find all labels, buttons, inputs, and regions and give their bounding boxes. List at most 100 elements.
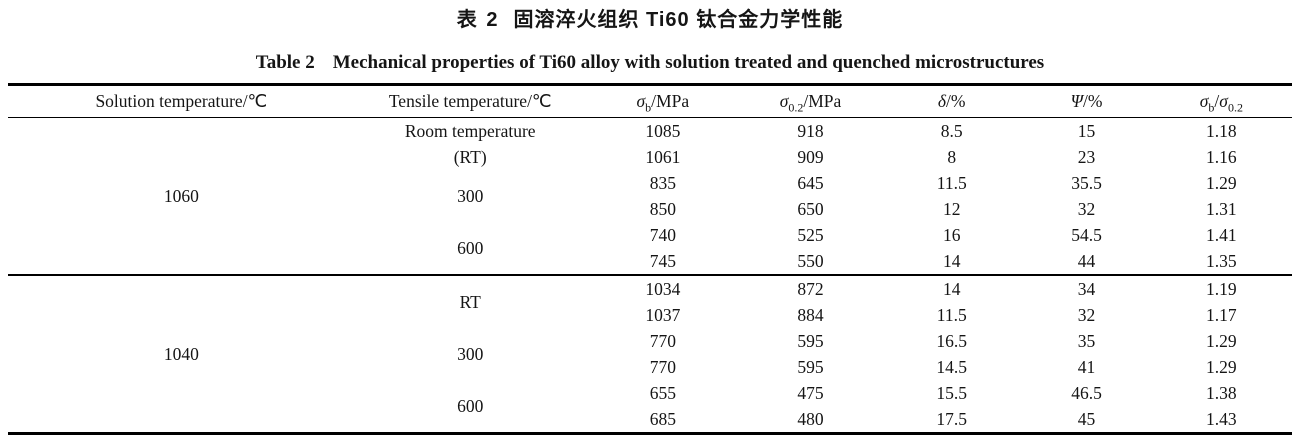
value-cell-delta: 16 [942, 225, 961, 245]
value-cell-sigma-0-2: 872 [797, 279, 824, 299]
table-row: 300 770 595 16.5 35 1.29 [8, 328, 1292, 364]
header-segment: b [1208, 100, 1215, 115]
value-cell-psi: 35 [1077, 331, 1096, 351]
value-cell-sigma-0-2: 884 [797, 305, 824, 325]
value-cell-delta: 8.5 [940, 121, 963, 141]
value-cell-psi: 44 [1077, 251, 1096, 271]
tensile-temperature-line: Room temperature [404, 121, 536, 141]
value-cell-sigma-ratio: 1.29 [1206, 173, 1237, 193]
tensile-temperature-cell: 600 [355, 380, 586, 434]
value-cell-psi: 32 [1077, 305, 1096, 325]
table-row: 600 655 475 15.5 46.5 1.38 [8, 380, 1292, 416]
value-cell-delta: 11.5 [936, 305, 967, 325]
value-cell-psi: 45 [1077, 409, 1096, 429]
solution-temperature-cell: 1040 [163, 344, 199, 364]
value-cell-sigma-ratio: 1.41 [1206, 225, 1237, 245]
group-1040-body: 1040 RT 1034 872 14 34 1.19 1037 884 11.5 32 1.17 30… [8, 275, 1292, 434]
value-cell-sigma-ratio: 1.17 [1206, 305, 1237, 325]
value-cell-sigma-0-2: 595 [797, 357, 824, 377]
header-segment: 0.2 [788, 100, 804, 115]
value-cell-sigma-b: 1034 [645, 279, 681, 299]
value-cell-sigma-0-2: 650 [797, 199, 824, 219]
tensile-temperature-cell: 300 [355, 170, 586, 222]
value-cell-sigma-ratio: 1.16 [1206, 147, 1237, 167]
header-segment: b [645, 100, 652, 115]
table-row: 1061 909 8 23 1.16 [8, 144, 1292, 170]
table-row: 850 650 12 32 1.31 [8, 196, 1292, 222]
value-cell-sigma-b: 745 [649, 251, 676, 271]
table-title-en-text: Mechanical properties of Ti60 alloy with… [332, 52, 1045, 73]
table-row: 1060 Room temperature (RT) 1085 918 8.5 15 1.18 [8, 118, 1292, 206]
table-number-en: Table 2 [255, 52, 315, 73]
column-header-delta: δ/% [881, 84, 1023, 118]
value-cell-sigma-0-2: 525 [797, 225, 824, 245]
value-cell-delta: 17.5 [936, 409, 968, 429]
value-cell-sigma-ratio: 1.38 [1206, 383, 1237, 403]
tensile-temperature-line: 300 [457, 344, 484, 364]
value-cell-sigma-ratio: 1.35 [1206, 251, 1237, 271]
table-row: 1040 RT 1034 872 14 34 1.19 [8, 275, 1292, 364]
value-cell-sigma-b: 1085 [645, 121, 681, 141]
value-cell-delta: 14 [942, 251, 961, 271]
value-cell-sigma-0-2: 480 [797, 409, 824, 429]
value-cell-sigma-0-2: 475 [797, 383, 824, 403]
value-cell-sigma-ratio: 1.31 [1206, 199, 1237, 219]
value-cell-sigma-ratio: 1.18 [1206, 121, 1237, 141]
value-cell-sigma-0-2: 550 [797, 251, 824, 271]
header-segment: σ [779, 91, 789, 111]
value-cell-sigma-0-2: 645 [797, 173, 824, 193]
value-cell-sigma-0-2: 918 [797, 121, 824, 141]
value-cell-psi: 35.5 [1071, 173, 1102, 193]
value-cell-psi: 54.5 [1071, 225, 1102, 245]
value-cell-delta: 14.5 [936, 357, 968, 377]
tensile-temperature-cell: 300 [355, 328, 586, 380]
value-cell-delta: 12 [942, 199, 961, 219]
table-row: 770 595 14.5 41 1.29 [8, 354, 1292, 380]
header-segment: / [1214, 91, 1220, 111]
value-cell-psi: 15 [1077, 121, 1096, 141]
header-segment: Solution temperature/℃ [95, 91, 268, 111]
table-header: Solution temperature/℃ Tensile temperatur… [8, 84, 1292, 118]
tensile-temperature-line: 600 [457, 238, 484, 258]
value-cell-sigma-b: 685 [649, 409, 676, 429]
value-cell-delta: 14 [942, 279, 961, 299]
column-header-sigma-ratio: σb/σ0.2 [1150, 84, 1292, 118]
table-row: 685 480 17.5 45 1.43 [8, 406, 1292, 434]
value-cell-sigma-b: 770 [649, 331, 676, 351]
header-segment: 0.2 [1227, 100, 1243, 115]
header-segment: σ [1199, 91, 1209, 111]
value-cell-sigma-b: 835 [649, 173, 676, 193]
value-cell-psi: 23 [1077, 147, 1096, 167]
value-cell-sigma-b: 740 [649, 225, 676, 245]
table-header-row: Solution temperature/℃ Tensile temperatur… [8, 84, 1292, 118]
header-segment: Tensile temperature/℃ [388, 91, 552, 111]
tensile-temperature-line: (RT) [453, 147, 487, 167]
value-cell-psi: 41 [1077, 357, 1096, 377]
value-cell-delta: 15.5 [936, 383, 968, 403]
group-1060-body: 1060 Room temperature (RT) 1085 918 8.5 15 1.18… [8, 118, 1292, 276]
column-header-psi: Ψ/% [1022, 84, 1151, 118]
column-header-tensile-temperature: Tensile temperature/℃ [354, 84, 586, 118]
value-cell-delta: 16.5 [936, 331, 968, 351]
value-cell-sigma-b: 1037 [645, 305, 681, 325]
table-row: 1037 884 11.5 32 1.17 [8, 302, 1292, 328]
tensile-temperature-cell: RT [355, 275, 586, 328]
header-segment: /MPa [803, 91, 842, 111]
table-title-zh: 表 2 固溶淬火组织 Ti60 钛合金力学性能 [0, 7, 1300, 33]
column-header-sigma-b: σb/MPa [585, 84, 740, 118]
value-cell-psi: 46.5 [1071, 383, 1102, 403]
value-cell-delta: 8 [947, 147, 957, 167]
tensile-temperature-cell: Room temperature (RT) [355, 118, 586, 171]
header-segment: σ [636, 91, 646, 111]
value-cell-psi: 32 [1077, 199, 1096, 219]
value-cell-sigma-b: 850 [649, 199, 676, 219]
table-title-en: Table 2 Mechanical properties of Ti60 all… [0, 50, 1300, 75]
solution-temperature-cell: 1060 [163, 186, 199, 206]
value-cell-sigma-b: 655 [649, 383, 676, 403]
header-segment: Ψ [1070, 91, 1083, 111]
value-cell-sigma-ratio: 1.43 [1206, 409, 1237, 429]
table-row: 300 835 645 11.5 35.5 1.29 [8, 170, 1292, 206]
tensile-temperature-line: RT [459, 292, 481, 312]
header-segment: δ [937, 91, 947, 111]
